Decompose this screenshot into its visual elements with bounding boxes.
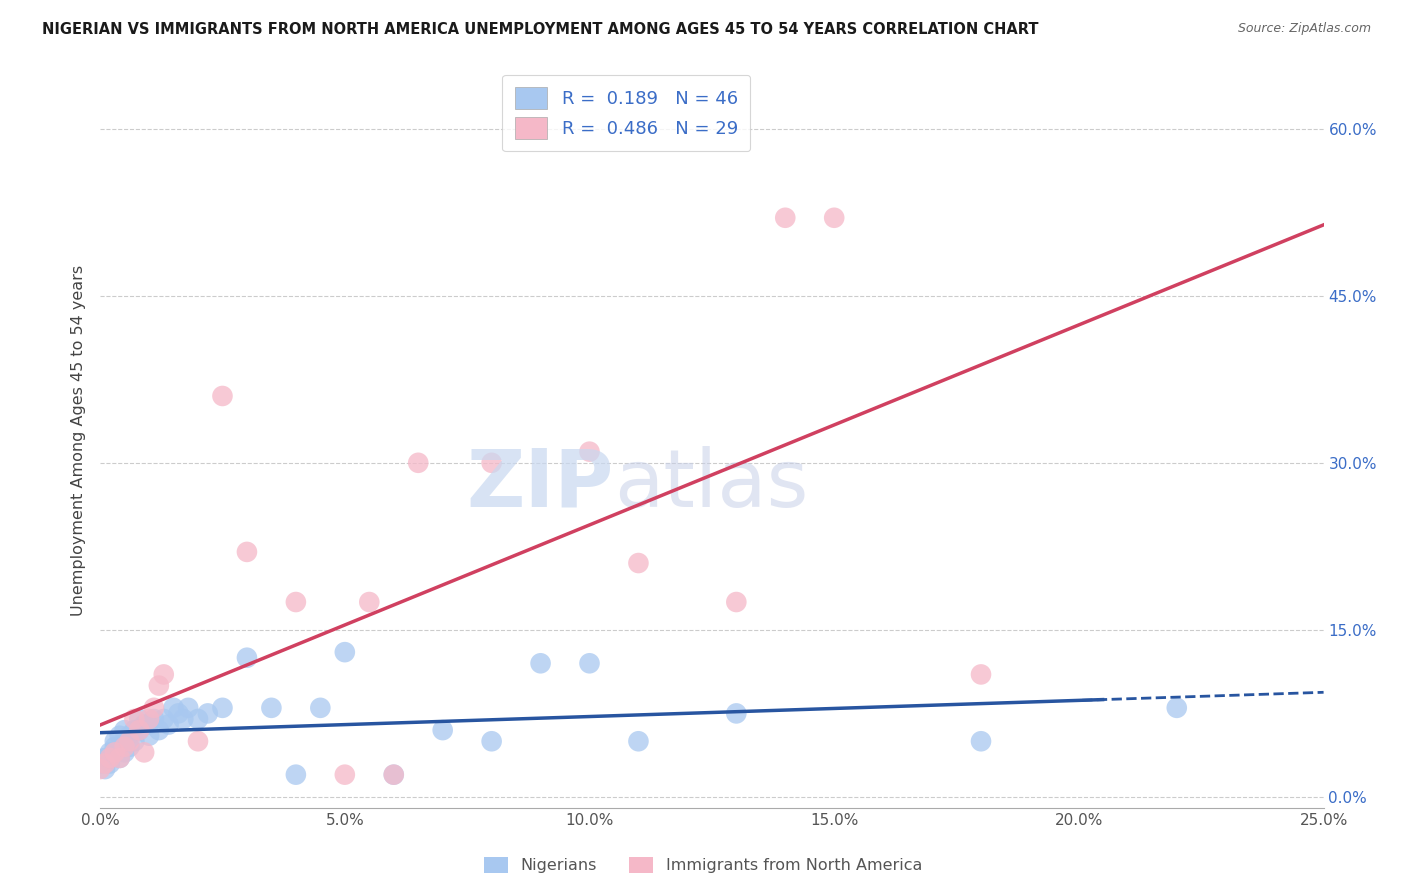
Point: [118, 739, 141, 754]
Point: [138, 729, 160, 743]
Point: [134, 717, 156, 731]
Point: [118, 734, 141, 748]
Point: [236, 650, 259, 665]
Point: [124, 712, 146, 726]
Point: [152, 712, 174, 726]
Point: [148, 723, 170, 738]
Y-axis label: Unemployment Among Ages 45 to 54 years: Unemployment Among Ages 45 to 54 years: [72, 265, 86, 616]
Text: NIGERIAN VS IMMIGRANTS FROM NORTH AMERICA UNEMPLOYMENT AMONG AGES 45 TO 54 YEARS: NIGERIAN VS IMMIGRANTS FROM NORTH AMERIC…: [42, 22, 1039, 37]
Point: [94, 762, 117, 776]
Point: [148, 679, 170, 693]
Point: [138, 712, 160, 726]
Point: [578, 657, 600, 671]
Point: [627, 556, 650, 570]
Point: [167, 706, 190, 721]
Text: ZIP: ZIP: [467, 446, 614, 524]
Point: [152, 667, 174, 681]
Point: [187, 734, 209, 748]
Point: [432, 723, 454, 738]
Point: [108, 729, 131, 743]
Point: [162, 701, 184, 715]
Point: [89, 762, 111, 776]
Point: [333, 767, 356, 781]
Point: [382, 767, 405, 781]
Point: [333, 645, 356, 659]
Point: [98, 756, 121, 771]
Point: [98, 745, 121, 759]
Point: [309, 701, 332, 715]
Point: [177, 701, 200, 715]
Point: [627, 734, 650, 748]
Point: [128, 712, 150, 726]
Point: [118, 729, 141, 743]
Point: [578, 444, 600, 458]
Point: [94, 751, 117, 765]
Point: [172, 712, 194, 726]
Point: [98, 751, 121, 765]
Point: [211, 389, 233, 403]
Point: [187, 712, 209, 726]
Point: [1166, 701, 1188, 715]
Point: [108, 751, 131, 765]
Point: [143, 701, 166, 715]
Point: [481, 456, 503, 470]
Point: [124, 734, 146, 748]
Point: [124, 723, 146, 738]
Point: [359, 595, 381, 609]
Point: [108, 751, 131, 765]
Point: [236, 545, 259, 559]
Point: [725, 595, 748, 609]
Point: [725, 706, 748, 721]
Point: [157, 717, 180, 731]
Point: [529, 657, 551, 671]
Point: [775, 211, 797, 225]
Point: [114, 723, 136, 738]
Point: [114, 739, 136, 754]
Point: [260, 701, 283, 715]
Point: [406, 456, 429, 470]
Point: [197, 706, 219, 721]
Point: [128, 723, 150, 738]
Point: [89, 756, 111, 771]
Text: Source: ZipAtlas.com: Source: ZipAtlas.com: [1237, 22, 1371, 36]
Text: atlas: atlas: [614, 446, 808, 524]
Point: [823, 211, 845, 225]
Point: [128, 723, 150, 738]
Point: [143, 712, 166, 726]
Point: [211, 701, 233, 715]
Point: [114, 745, 136, 759]
Legend: R =  0.189   N = 46, R =  0.486   N = 29: R = 0.189 N = 46, R = 0.486 N = 29: [502, 75, 751, 152]
Legend: Nigerians, Immigrants from North America: Nigerians, Immigrants from North America: [478, 850, 928, 880]
Point: [114, 734, 136, 748]
Point: [481, 734, 503, 748]
Point: [970, 734, 993, 748]
Point: [382, 767, 405, 781]
Point: [104, 745, 127, 759]
Point: [138, 717, 160, 731]
Point: [970, 667, 993, 681]
Point: [104, 739, 127, 754]
Point: [134, 745, 156, 759]
Point: [284, 595, 307, 609]
Point: [284, 767, 307, 781]
Point: [104, 734, 127, 748]
Point: [94, 756, 117, 771]
